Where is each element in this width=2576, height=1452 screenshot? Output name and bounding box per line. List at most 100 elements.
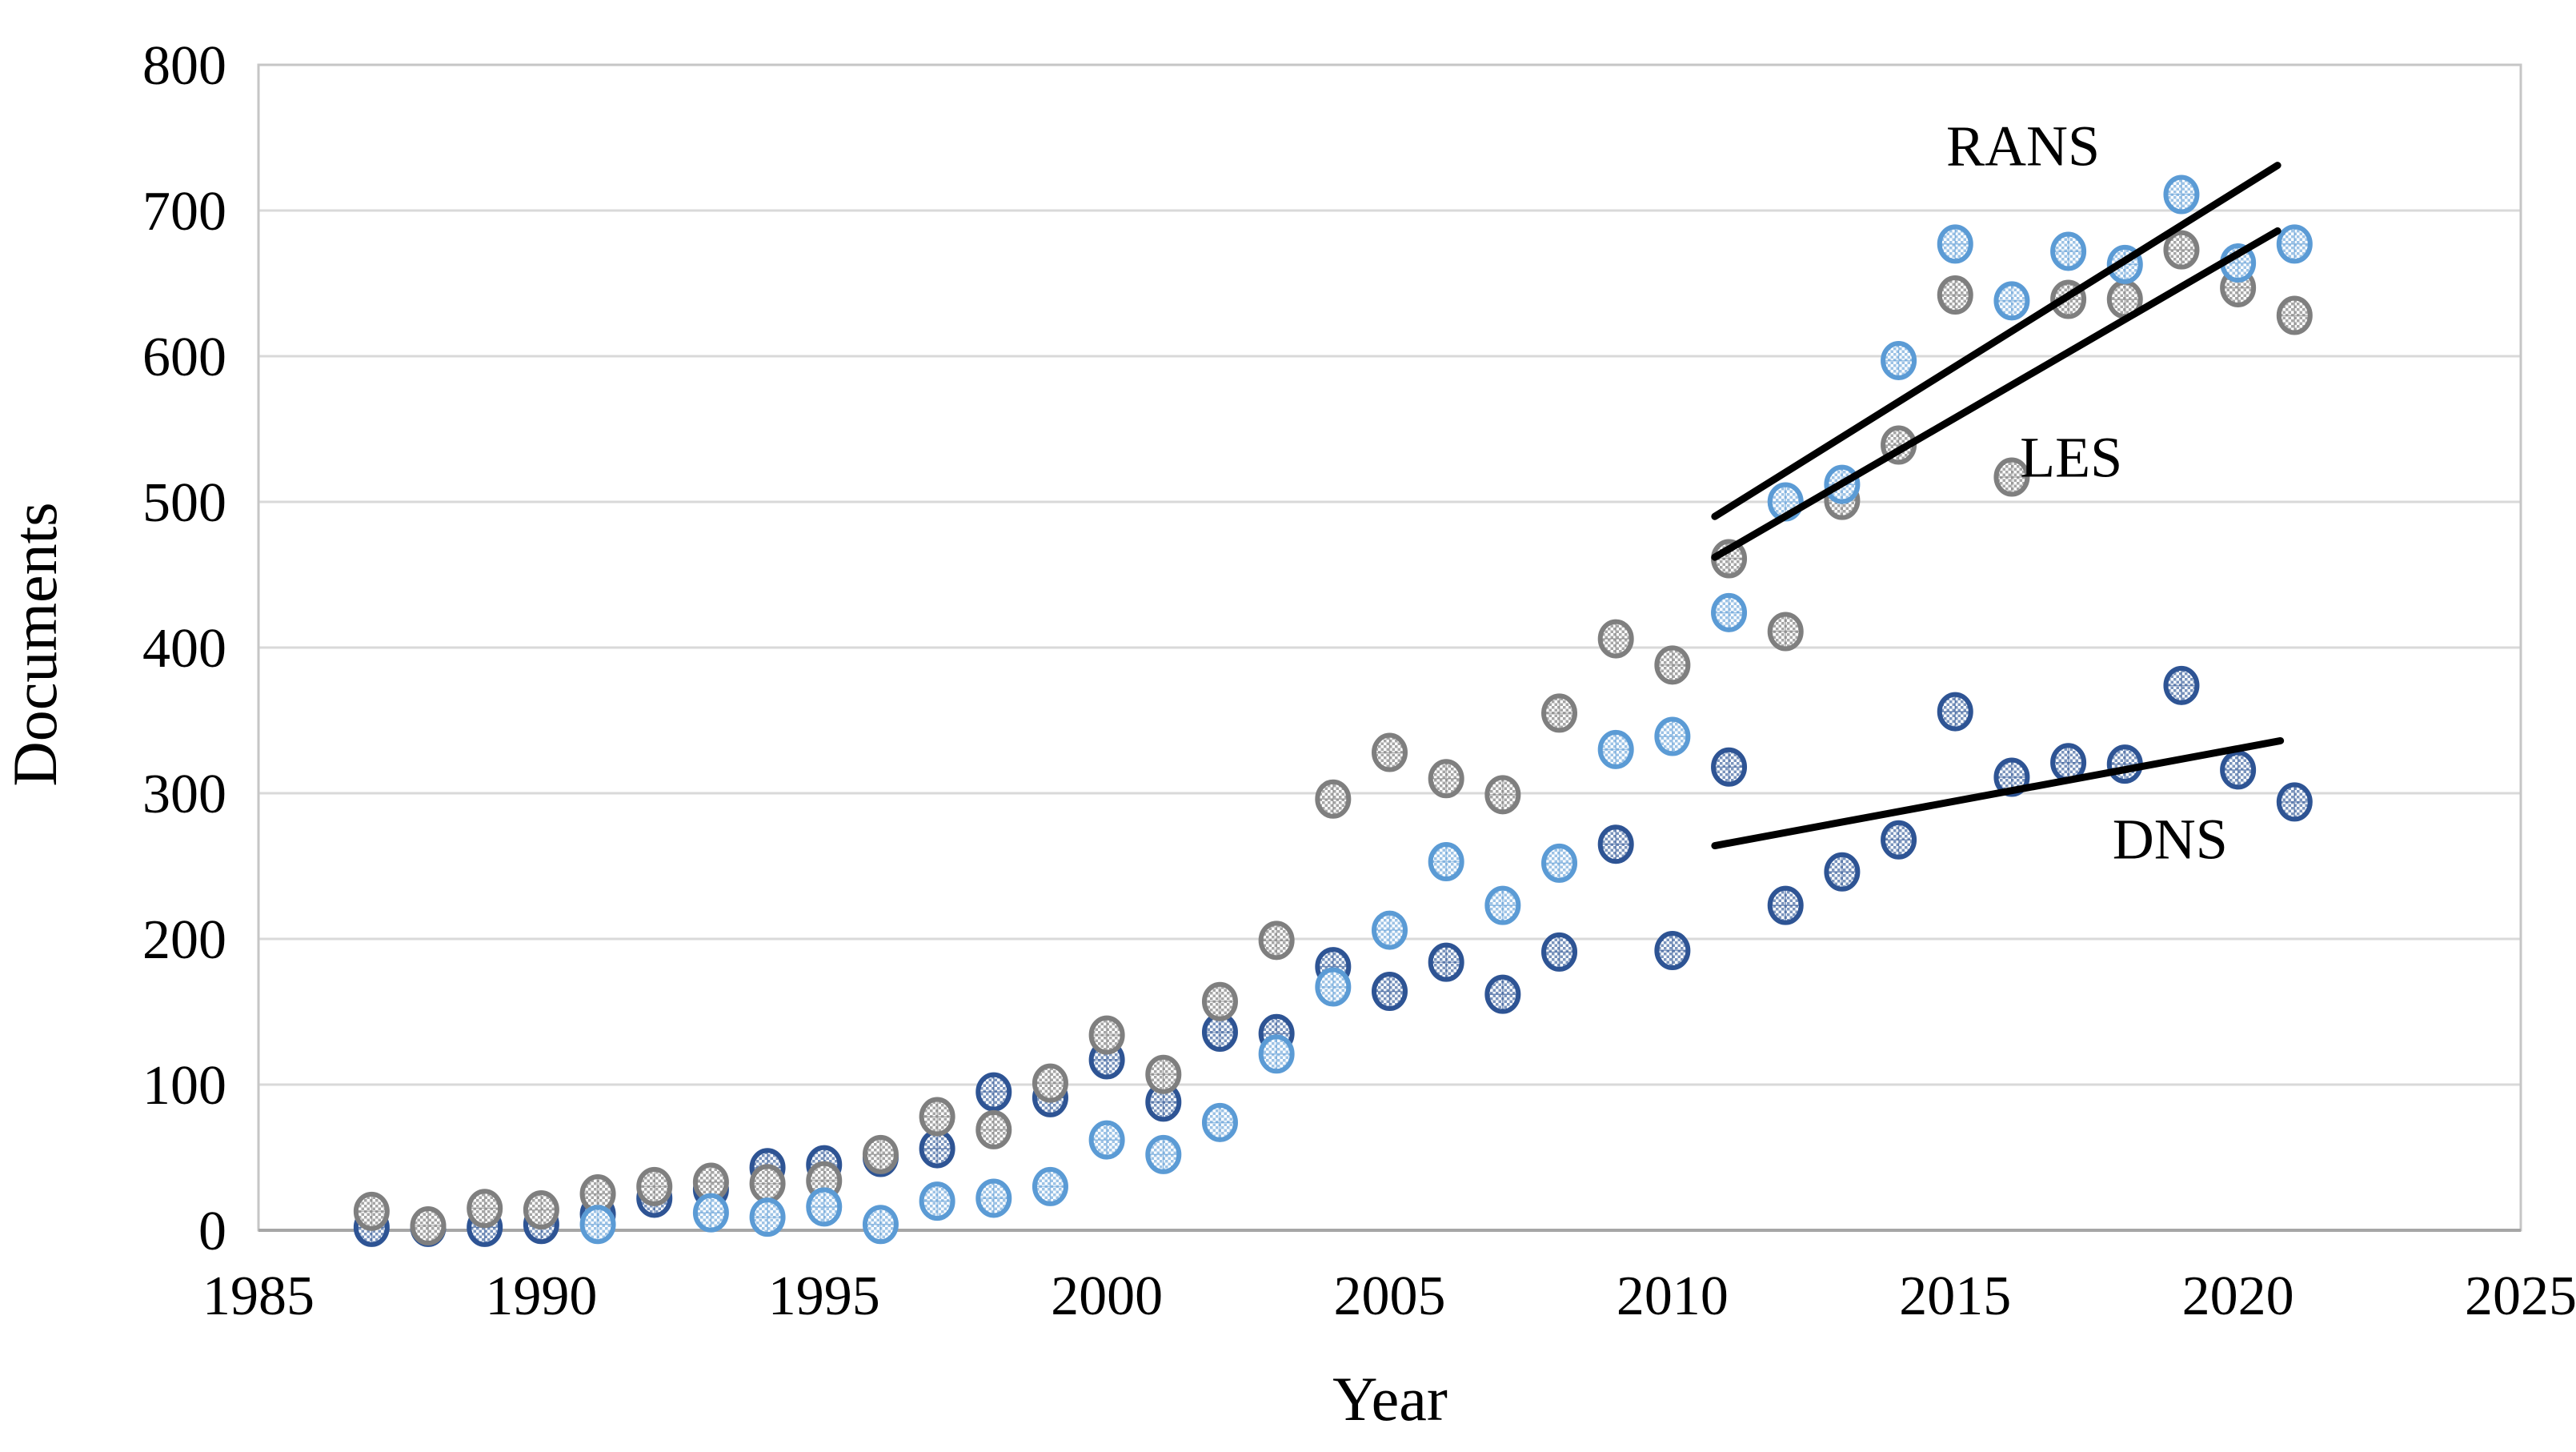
marker-cross-hatch (525, 1193, 557, 1228)
marker-cross-hatch (2278, 784, 2310, 820)
marker-cross-hatch (864, 1137, 896, 1172)
series-dns (353, 665, 2313, 1247)
marker-cross-hatch (1430, 844, 1462, 880)
x-tick-labels: 1985 1990 1995 2000 2005 2010 2015 2020 2025 (202, 1265, 2576, 1327)
marker-cross-hatch (1883, 822, 1915, 857)
marker-cross-hatch (2222, 752, 2254, 788)
marker-cross-hatch (864, 1207, 896, 1242)
gridlines (258, 209, 2521, 1086)
y-tick-label: 700 (142, 181, 226, 243)
marker-cross-hatch (921, 1184, 953, 1219)
marker-cross-hatch (355, 1193, 387, 1229)
y-tick-label: 100 (142, 1055, 226, 1117)
x-tick-label: 2015 (1899, 1265, 2011, 1327)
marker-cross-hatch (1374, 735, 1405, 770)
marker-cross-hatch (1374, 974, 1405, 1009)
x-tick-label: 2005 (1334, 1265, 1446, 1327)
marker-cross-hatch (1713, 749, 1745, 784)
marker-cross-hatch (1317, 781, 1349, 816)
series-les (353, 230, 2313, 1246)
x-axis-title: Year (1332, 1364, 1448, 1434)
marker-cross-hatch (2165, 668, 2197, 703)
marker-cross-hatch (1939, 227, 1971, 262)
marker-cross-hatch (1260, 923, 1292, 958)
marker-cross-hatch (978, 1181, 1010, 1216)
y-tick-label: 800 (142, 35, 226, 97)
marker-cross-hatch (2165, 177, 2197, 212)
marker-cross-hatch (751, 1166, 783, 1201)
x-tick-label: 1995 (768, 1265, 880, 1327)
y-tick-label: 200 (142, 909, 226, 971)
marker-cross-hatch (1939, 278, 1971, 313)
marker-cross-hatch (1317, 969, 1349, 1005)
marker-cross-hatch (1204, 984, 1236, 1019)
marker-cross-hatch (1600, 827, 1632, 862)
marker-cross-hatch (808, 1189, 840, 1225)
x-tick-label: 2000 (1051, 1265, 1163, 1327)
marker-cross-hatch (1430, 761, 1462, 796)
marker-cross-hatch (2165, 232, 2197, 267)
marker-cross-hatch (921, 1131, 953, 1166)
marker-cross-hatch (1091, 1017, 1123, 1053)
marker-cross-hatch (1487, 977, 1519, 1012)
marker-cross-hatch (1091, 1122, 1123, 1157)
trendline-rans (1711, 162, 2282, 520)
marker-cross-hatch (978, 1112, 1010, 1147)
y-tick-label: 600 (142, 327, 226, 388)
marker-cross-hatch (1939, 694, 1971, 729)
series-label-rans: RANS (1946, 114, 2101, 178)
marker-cross-hatch (1713, 595, 1745, 630)
trendlines (1711, 162, 2285, 850)
marker-cross-hatch (1487, 888, 1519, 923)
marker-cross-hatch (1996, 283, 2028, 319)
marker-cross-hatch (695, 1195, 727, 1230)
trendline-les (1711, 227, 2282, 561)
marker-cross-hatch (1600, 732, 1632, 767)
series-label-les: LES (2020, 425, 2123, 490)
marker-cross-hatch (2278, 227, 2310, 262)
marker-cross-hatch (1996, 459, 2028, 495)
marker-cross-hatch (582, 1207, 614, 1242)
marker-cross-hatch (1034, 1169, 1066, 1204)
marker-cross-hatch (2053, 234, 2085, 269)
series-rans (579, 174, 2313, 1245)
marker-cross-hatch (2109, 282, 2141, 317)
x-tick-label: 1990 (485, 1265, 597, 1327)
marker-cross-hatch (1883, 343, 1915, 378)
marker-cross-hatch (1034, 1065, 1066, 1101)
marker-cross-hatch (1657, 648, 1689, 683)
x-tick-label: 2020 (2182, 1265, 2294, 1327)
marker-cross-hatch (921, 1099, 953, 1134)
marker-cross-hatch (2278, 298, 2310, 333)
marker-cross-hatch (978, 1074, 1010, 1109)
x-tick-label: 2025 (2465, 1265, 2576, 1327)
y-tick-label: 400 (142, 618, 226, 680)
marker-cross-hatch (1148, 1137, 1180, 1172)
marker-cross-hatch (412, 1209, 444, 1244)
marker-cross-hatch (469, 1191, 501, 1226)
marker-cross-hatch (2053, 745, 2085, 780)
y-tick-label: 300 (142, 764, 226, 825)
marker-cross-hatch (1204, 1105, 1236, 1140)
y-tick-label: 500 (142, 472, 226, 534)
marker-cross-hatch (1544, 934, 1576, 969)
marker-cross-hatch (1769, 614, 1801, 649)
y-axis-title: Documents (0, 502, 70, 787)
marker-cross-hatch (1600, 621, 1632, 656)
y-tick-labels: 0 100 200 300 400 500 600 700 800 (142, 35, 226, 1262)
marker-cross-hatch (1148, 1057, 1180, 1092)
x-tick-label: 2010 (1617, 1265, 1729, 1327)
marker-cross-hatch (1260, 1037, 1292, 1072)
marker-cross-hatch (1657, 719, 1689, 754)
y-tick-label: 0 (198, 1201, 226, 1262)
marker-cross-hatch (1544, 845, 1576, 880)
marker-cross-hatch (1430, 945, 1462, 980)
series-label-dns: DNS (2112, 807, 2228, 872)
marker-cross-hatch (1657, 933, 1689, 969)
marker-cross-hatch (1826, 854, 1858, 889)
marker-cross-hatch (1374, 913, 1405, 948)
marker-cross-hatch (1544, 696, 1576, 731)
marker-cross-hatch (639, 1169, 671, 1204)
marker-cross-hatch (751, 1200, 783, 1235)
marker-cross-hatch (1487, 777, 1519, 812)
